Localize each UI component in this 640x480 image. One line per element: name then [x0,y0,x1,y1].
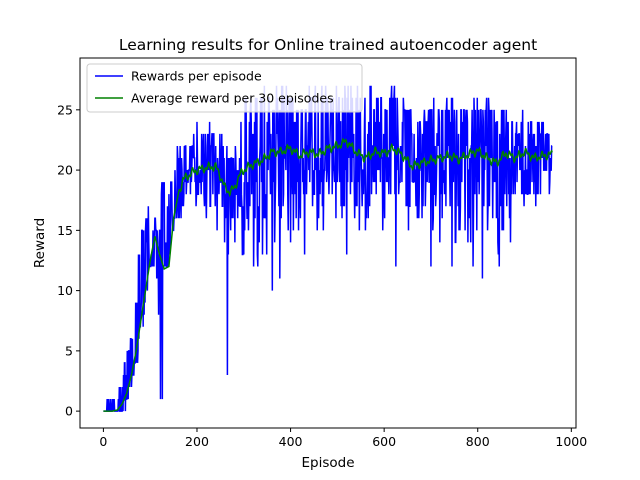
y-tick-label: 5 [65,343,73,358]
legend-box [86,63,363,113]
x-tick-label: 800 [466,434,490,449]
y-axis: 0 5 10 15 20 25 [57,102,80,419]
axes-frame [79,57,577,429]
legend: Rewards per episode Average reward per 3… [86,63,363,113]
y-tick-label: 15 [57,223,73,238]
x-tick-label: 0 [99,434,107,449]
x-axis: 0 200 400 600 800 1000 [99,428,587,449]
legend-label-rewards: Rewards per episode [131,69,262,84]
series-line-average-reward [103,137,553,412]
y-tick-label: 25 [57,102,73,117]
legend-label-average: Average reward per 30 episodes [131,91,334,106]
x-tick-label: 1000 [555,434,587,449]
chart-title: Learning results for Online trained auto… [119,36,537,54]
x-axis-label: Episode [301,455,354,471]
x-tick-label: 200 [185,434,209,449]
y-tick-label: 20 [57,163,73,178]
x-tick-label: 400 [279,434,303,449]
y-tick-label: 0 [65,404,73,419]
y-axis-label: Reward [32,218,48,268]
x-tick-label: 600 [372,434,396,449]
y-tick-label: 10 [57,283,73,298]
